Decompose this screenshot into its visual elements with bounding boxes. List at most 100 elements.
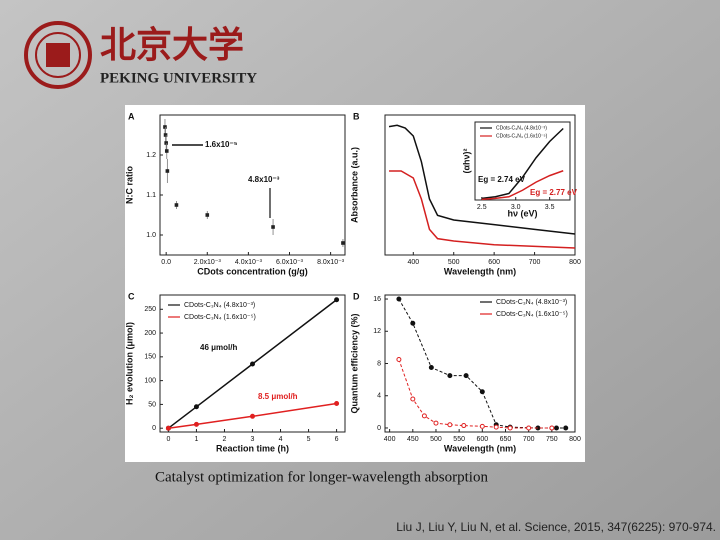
series-line: [167, 299, 338, 429]
header-title: 北京大学: [100, 24, 244, 66]
series-line: [481, 127, 564, 200]
legend-label: CDots-C₃N₄ (4.8x10⁻³): [496, 125, 547, 131]
citation: Liu J, Liu Y, Liu N, et al. Science, 201…: [396, 520, 716, 534]
x-axis-label: Wavelength (nm): [444, 266, 516, 276]
y-tick-label: 0: [152, 425, 156, 432]
x-axis-label: CDots concentration (g/g): [197, 266, 308, 276]
annotation: Eg = 2.77 eV: [530, 188, 578, 197]
y-axis-label: Absorbance (a.u.): [349, 147, 359, 223]
x-tick-label: 2: [223, 436, 227, 443]
plot-frame: [159, 114, 346, 256]
data-point: [410, 320, 416, 326]
data-point: [271, 225, 275, 229]
panel-label: B: [353, 111, 360, 121]
data-point: [507, 425, 513, 431]
legend-label: CDots-C₃N₄ (1.6x10⁻⁵): [184, 314, 256, 321]
x-tick-label: 6.0x10⁻³: [276, 259, 304, 266]
data-point: [396, 356, 402, 362]
series-line: [481, 170, 564, 201]
data-point: [447, 373, 453, 379]
data-point: [461, 423, 467, 429]
y-tick-label: 8: [377, 360, 381, 367]
series-line: [168, 402, 337, 429]
header-subtitle: PEKING UNIVERSITY: [100, 70, 257, 86]
y-axis-label: (αhν)²: [461, 148, 471, 173]
x-tick-label: 3.5: [545, 204, 555, 211]
y-axis-label: H₂ evolution (μmol): [124, 322, 134, 405]
y-axis-label: Quantum efficiency (%): [349, 313, 359, 413]
data-point: [493, 424, 499, 430]
data-point: [165, 425, 171, 431]
panel-label: A: [128, 111, 135, 121]
y-tick-label: 16: [373, 296, 381, 303]
y-tick-label: 1.1: [146, 192, 156, 199]
x-tick-label: 3.0: [511, 204, 521, 211]
x-tick-label: 800: [569, 436, 581, 443]
data-point: [553, 425, 559, 431]
data-point: [164, 149, 169, 153]
seal: [24, 21, 92, 89]
x-tick-label: 0: [166, 436, 170, 443]
data-point: [334, 400, 340, 406]
x-tick-label: 650: [500, 436, 512, 443]
y-tick-label: 4: [377, 393, 381, 400]
x-tick-label: 700: [523, 436, 535, 443]
data-point: [463, 373, 469, 379]
legend-label: CDots-C₃N₄ (1.6x10⁻⁵): [496, 311, 568, 318]
data-point: [526, 425, 532, 431]
data-point: [163, 125, 167, 129]
data-point: [396, 296, 402, 302]
x-tick-label: 700: [529, 259, 541, 266]
x-tick-label: 600: [488, 259, 500, 266]
data-point: [563, 425, 569, 431]
data-point: [193, 421, 199, 427]
series-line: [398, 359, 552, 429]
x-tick-label: 800: [569, 259, 581, 266]
y-tick-label: 0: [377, 425, 381, 432]
legend-label: CDots-C₃N₄ (1.6x10⁻⁵): [496, 133, 548, 139]
x-axis-label: hν (eV): [507, 208, 537, 218]
y-tick-label: 200: [144, 330, 156, 337]
x-tick-label: 3: [251, 436, 255, 443]
caption: Catalyst optimization for longer-wavelen…: [155, 469, 488, 485]
y-tick-label: 150: [144, 354, 156, 361]
annotation: 1.6x10⁻⁵: [205, 140, 238, 149]
y-tick-label: 12: [373, 328, 381, 335]
data-point: [479, 423, 485, 429]
x-tick-label: 400: [384, 436, 396, 443]
data-point: [164, 141, 168, 145]
x-tick-label: 450: [407, 436, 419, 443]
data-point: [334, 297, 340, 303]
x-tick-label: 2.0x10⁻³: [194, 259, 222, 266]
data-point: [549, 425, 555, 431]
annotation: 8.5 μmol/h: [258, 392, 298, 401]
x-tick-label: 750: [546, 436, 558, 443]
x-tick-label: 0.0: [161, 259, 171, 266]
panel-label: D: [353, 291, 360, 301]
x-tick-label: 6: [335, 436, 339, 443]
y-tick-label: 50: [148, 401, 156, 408]
data-point: [163, 133, 168, 137]
annotation: Eg = 2.74 eV: [478, 175, 526, 184]
data-point: [174, 203, 179, 207]
data-point: [421, 413, 427, 419]
x-tick-label: 5: [307, 436, 311, 443]
y-tick-label: 1.2: [146, 152, 156, 159]
y-tick-label: 250: [144, 306, 156, 313]
data-point: [165, 169, 170, 173]
y-axis-label: N:C ratio: [124, 165, 134, 204]
legend-label: CDots-C₃N₄ (4.8x10⁻³): [184, 302, 255, 309]
x-tick-label: 1: [194, 436, 198, 443]
x-tick-label: 8.0x10⁻³: [317, 259, 345, 266]
x-axis-label: Wavelength (nm): [444, 443, 516, 453]
plot-frame: [384, 294, 576, 433]
x-tick-label: 500: [448, 259, 460, 266]
x-tick-label: 550: [453, 436, 465, 443]
x-tick-label: 500: [430, 436, 442, 443]
x-axis-label: Reaction time (h): [216, 443, 289, 453]
series-line: [389, 170, 576, 249]
annotation: 46 μmol/h: [200, 343, 237, 352]
data-point: [410, 396, 416, 402]
series-line: [388, 124, 576, 235]
